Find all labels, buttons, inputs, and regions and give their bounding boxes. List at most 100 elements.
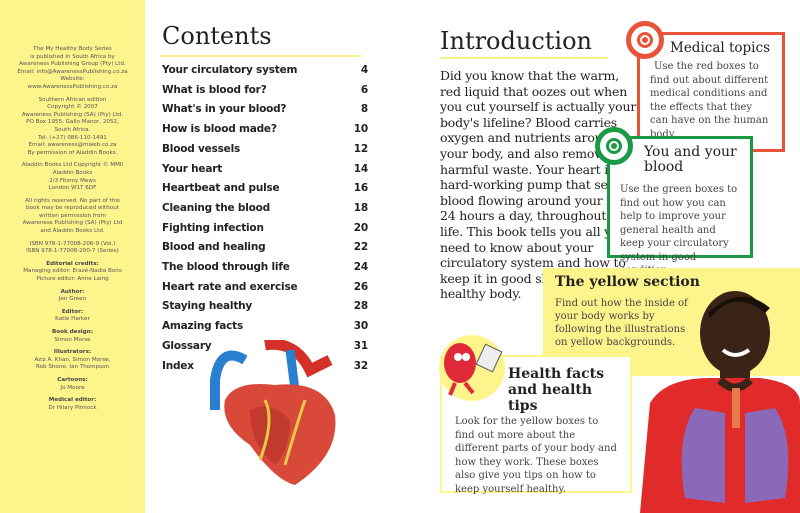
- imprint-line: Aladdin Books Ltd Copyright © MMII: [21, 162, 124, 169]
- toc-entry[interactable]: Blood and healing 22: [162, 241, 368, 253]
- imprint-line: is published in South Africa by: [30, 53, 115, 60]
- credit-heading: Medical editor:: [48, 397, 97, 404]
- imprint-block: The My Healthy Body Series is published i…: [0, 46, 145, 92]
- toc-entry[interactable]: The blood through life 24: [162, 261, 368, 273]
- toc-entry[interactable]: What's in your blood? 8: [162, 103, 368, 115]
- toc-label: How is blood made?: [162, 123, 277, 136]
- imprint-block: Southern African edition Copyright © 2007…: [0, 97, 145, 158]
- imprint-line: South Africa.: [54, 126, 91, 133]
- imprint-line: PO Box 1955, Gallo Manor, 2052,: [26, 119, 119, 126]
- health-facts-text: Look for the yellow boxes to find out mo…: [455, 416, 617, 495]
- credit-block: Medical editor: Dr Hilary Pinnock: [0, 397, 145, 412]
- imprint-line: Copyright © 2007: [47, 104, 98, 111]
- credit-line: Aziz A. Khan, Simon Morse,: [34, 356, 111, 363]
- toc-label: Staying healthy: [162, 300, 253, 313]
- toc-page-number: 16: [353, 182, 368, 195]
- toc-page-number: 31: [353, 339, 368, 352]
- toc-page-number: 24: [353, 261, 368, 273]
- credit-line: Jen Green: [58, 296, 87, 303]
- credit-line: Picture editor: Anne Laing: [36, 276, 109, 283]
- imprint-line: ISBN 978-1-77008-200-7 (Series): [26, 248, 119, 255]
- credit-heading: Author:: [60, 288, 85, 295]
- toc-page-number: 4: [360, 64, 368, 76]
- toc-page-number: 8: [360, 103, 368, 116]
- you-and-your-blood-text: Use the green boxes to find out how you …: [620, 184, 738, 276]
- credit-line: Jo Moore: [60, 384, 85, 391]
- toc-entry[interactable]: Blood vessels 12: [162, 143, 368, 155]
- credit-line: Managing editor: Erazé-Nadia Bons: [23, 268, 122, 275]
- toc-page-number: 32: [353, 359, 368, 372]
- imprint-sidebar: The My Healthy Body Series is published i…: [0, 0, 145, 513]
- toc-label: The blood through life: [162, 261, 290, 273]
- toc-page-number: 26: [353, 280, 368, 293]
- credit-heading: Book design:: [52, 329, 93, 335]
- toc-label: Blood and healing: [162, 241, 266, 254]
- imprint-line: Awareness Publishing (SA) (Pty) Ltd: [22, 220, 123, 227]
- toc-label: What is blood for?: [162, 83, 267, 96]
- title-underline: [160, 55, 362, 57]
- toc-entry[interactable]: Cleaning the blood 18: [162, 202, 368, 214]
- toc-entry[interactable]: Glossary 31: [162, 340, 368, 352]
- imprint-line: Aladdin Books: [52, 169, 93, 176]
- toc-entry[interactable]: Staying healthy 28: [162, 300, 368, 312]
- toc-entry[interactable]: Index 32: [162, 360, 368, 372]
- toc-label: Blood vessels: [162, 142, 241, 155]
- medical-topics-text: Use the red boxes to find out about diff…: [650, 61, 769, 140]
- credit-line: Katie Harker: [55, 316, 90, 323]
- imprint-line: Awareness Publishing Group (Pty) Ltd.: [19, 61, 126, 68]
- toc-entry[interactable]: Heart rate and exercise 26: [162, 281, 368, 293]
- toc-entry[interactable]: Heartbeat and pulse 16: [162, 182, 368, 194]
- credit-block: Editorial credits: Managing editor: Erazé…: [0, 261, 145, 284]
- toc-page-number: 30: [353, 320, 368, 333]
- toc-entry[interactable]: What is blood for? 6: [162, 84, 368, 96]
- credit-block: Editor: Katie Harker: [0, 309, 145, 324]
- you-and-your-blood-title: You and your blood: [644, 144, 737, 175]
- toc-label: What's in your blood?: [162, 103, 287, 116]
- heart-illustration: [210, 340, 336, 485]
- toc-page-number: 20: [353, 221, 368, 234]
- toc-label: Cleaning the blood: [162, 201, 270, 214]
- toc-label: Fighting infection: [162, 221, 264, 234]
- toc-entry[interactable]: Your heart 14: [162, 163, 368, 175]
- health-facts-title: Health facts and health tips: [508, 366, 605, 414]
- credit-block: Book design: Simon Morse: [0, 329, 145, 344]
- toc-label: Heartbeat and pulse: [162, 182, 280, 195]
- green-target-icon: [595, 127, 633, 165]
- credit-line: Rob Shone, Ian Thompson: [35, 364, 110, 371]
- imprint-line: London W1T 6DF: [48, 185, 97, 192]
- toc-page-number: 6: [360, 83, 368, 96]
- imprint-block: All rights reserved. No part of this book…: [0, 198, 145, 236]
- credit-heading: Editor:: [61, 308, 84, 315]
- yellow-section-text: Find out how the inside of your body wor…: [555, 298, 688, 348]
- imprint-line: Southern African edition: [38, 96, 107, 103]
- medical-topics-box: Medical topics Use the red boxes to find…: [637, 32, 785, 152]
- toc-label: Your circulatory system: [162, 64, 298, 76]
- imprint-line: 2/3 Fitzroy Mews: [49, 177, 96, 184]
- toc-page-number: 12: [353, 142, 368, 155]
- imprint-block: ISBN 978-1-77008-206-9 (Vol.) ISBN 978-1-…: [0, 241, 145, 256]
- contents-title: Contents: [162, 22, 272, 50]
- imprint-line: Awareness Publishing (SA) (Pty) Ltd.: [21, 111, 124, 118]
- credit-line: Dr Hilary Pinnock: [48, 404, 97, 411]
- you-and-your-blood-box: You and your blood Use the green boxes t…: [607, 136, 753, 276]
- health-facts-box: Look for the yellow boxes to find out mo…: [440, 355, 632, 495]
- toc-entry[interactable]: Amazing facts 30: [162, 320, 368, 332]
- imprint-block: Aladdin Books Ltd Copyright © MMII Aladdi…: [0, 162, 145, 192]
- girl-photo: [640, 291, 800, 513]
- credit-heading: Illustrators:: [53, 349, 92, 356]
- toc-page-number: 10: [353, 123, 368, 136]
- toc-entry[interactable]: Your circulatory system 4: [162, 64, 368, 76]
- toc-label: Heart rate and exercise: [162, 280, 298, 293]
- toc-label: Amazing facts: [162, 320, 244, 333]
- toc-entry[interactable]: How is blood made? 10: [162, 123, 368, 135]
- toc-label: Index: [162, 359, 194, 372]
- imprint-line: By permission of Aladdin Books.: [27, 149, 118, 156]
- toc-entry[interactable]: Fighting infection 20: [162, 222, 368, 234]
- toc-page-number: 14: [353, 162, 368, 175]
- imprint-line: Email: info@AwarenessPublishing.co.za: [17, 68, 128, 75]
- imprint-line: Tel: (+27) 086-110-1491: [38, 134, 107, 141]
- credit-block: Cartoons: Jo Moore: [0, 377, 145, 392]
- imprint-line: All rights reserved. No part of this: [25, 197, 120, 204]
- credit-line: Simon Morse: [54, 336, 91, 343]
- credit-heading: Editorial credits:: [46, 260, 99, 267]
